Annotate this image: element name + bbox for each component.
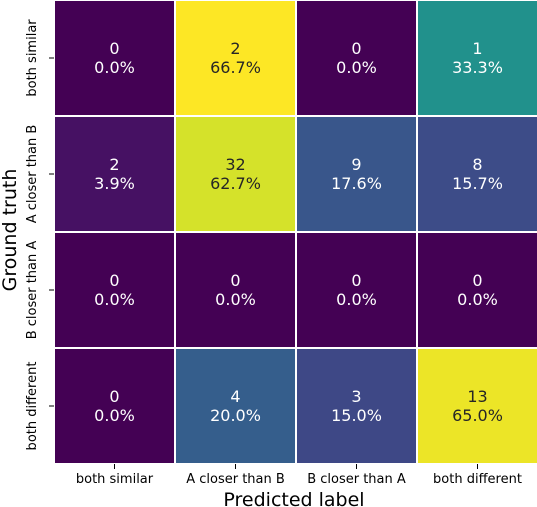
y-tick-labels: both similar A closer than B B closer than… (25, 19, 54, 451)
heatmap-cell (416, 347, 537, 465)
cell-count-label: 0 (230, 271, 240, 290)
heatmap-cells: 00.0%266.7%00.0%133.3%23.9%3262.7%917.6%… (53, 0, 537, 465)
x-tick-label: A closer than B (186, 472, 285, 487)
cell-count-label: 9 (351, 155, 361, 174)
cell-percent-label: 0.0% (94, 406, 135, 425)
heatmap-cell (295, 347, 418, 465)
cell-percent-label: 15.0% (331, 406, 382, 425)
y-tick-label: both similar (25, 19, 40, 97)
cell-percent-label: 20.0% (210, 406, 261, 425)
cell-count-label: 0 (109, 39, 119, 58)
cell-count-label: 2 (230, 39, 240, 58)
cell-count-label: 0 (351, 39, 361, 58)
cell-percent-label: 3.9% (94, 174, 135, 193)
cell-count-label: 0 (472, 271, 482, 290)
cell-count-label: 4 (230, 387, 240, 406)
heatmap-cell (295, 0, 418, 117)
heatmap-cell (53, 347, 176, 465)
cell-count-label: 1 (472, 39, 482, 58)
cell-count-label: 0 (351, 271, 361, 290)
cell-percent-label: 15.7% (452, 174, 503, 193)
cell-percent-label: 0.0% (94, 290, 135, 309)
heatmap-cell (416, 115, 537, 233)
cell-count-label: 0 (109, 271, 119, 290)
cell-percent-label: 66.7% (210, 58, 261, 77)
y-axis-label: Ground truth (0, 169, 21, 292)
heatmap-cell (53, 0, 176, 117)
x-tick-label: both similar (76, 472, 154, 487)
cell-percent-label: 0.0% (94, 58, 135, 77)
cell-count-label: 13 (467, 387, 487, 406)
cell-count-label: 32 (225, 155, 245, 174)
cell-percent-label: 17.6% (331, 174, 382, 193)
cell-count-label: 8 (472, 155, 482, 174)
x-tick-label: both different (433, 472, 522, 487)
heatmap-cell (416, 0, 537, 117)
heatmap-cell (53, 231, 176, 349)
cell-percent-label: 33.3% (452, 58, 503, 77)
x-axis-label: Predicted label (223, 489, 364, 507)
cell-percent-label: 62.7% (210, 174, 261, 193)
cell-percent-label: 0.0% (457, 290, 498, 309)
cell-percent-label: 0.0% (336, 58, 377, 77)
y-tick-label: B closer than A (25, 241, 40, 340)
heatmap-cell (174, 347, 297, 465)
x-tick-label: B closer than A (307, 472, 406, 487)
x-tick-labels: both similar A closer than B B closer than… (76, 464, 522, 487)
heatmap-cell (53, 115, 176, 233)
cell-percent-label: 65.0% (452, 406, 503, 425)
cell-count-label: 2 (109, 155, 119, 174)
cell-percent-label: 0.0% (336, 290, 377, 309)
cell-percent-label: 0.0% (215, 290, 256, 309)
heatmap-cell (174, 115, 297, 233)
cell-count-label: 0 (109, 387, 119, 406)
heatmap-cell (174, 0, 297, 117)
y-tick-label: A closer than B (25, 125, 40, 224)
heatmap-cell (295, 115, 418, 233)
cell-count-label: 3 (351, 387, 361, 406)
heatmap-cell (174, 231, 297, 349)
y-tick-label: both different (25, 362, 40, 451)
